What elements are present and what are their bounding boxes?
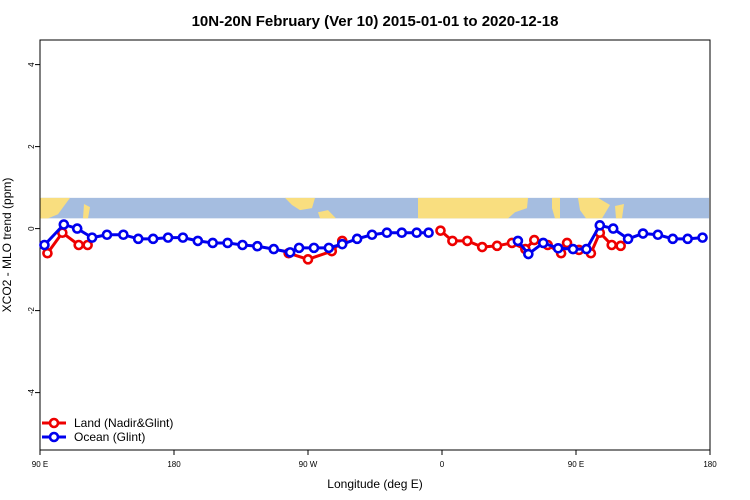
data-point	[491, 240, 503, 252]
data-point	[697, 232, 708, 243]
world-map-band	[40, 197, 709, 219]
data-point	[207, 237, 219, 249]
data-point	[42, 247, 53, 259]
y-tick-label: -2	[27, 306, 36, 314]
y-axis-label: XCO2 - MLO trend (ppm)	[0, 178, 14, 313]
legend-label-land: Land (Nadir&Glint)	[74, 416, 173, 430]
x-axis-label: Longitude (deg E)	[327, 477, 422, 491]
data-point	[652, 229, 664, 241]
data-point	[71, 223, 83, 234]
map-land	[285, 197, 315, 211]
series-ocean	[39, 219, 708, 260]
data-point	[162, 232, 174, 243]
map-land	[552, 197, 560, 219]
y-tick-label: 4	[27, 62, 36, 67]
map-land	[40, 197, 70, 219]
legend-label-ocean: Ocean (Glint)	[74, 430, 145, 444]
data-point	[366, 229, 378, 241]
data-point	[39, 239, 50, 251]
legend: Land (Nadir&Glint) Ocean (Glint)	[42, 416, 173, 444]
data-point	[462, 235, 473, 247]
data-point	[512, 235, 524, 247]
data-point	[293, 242, 305, 254]
data-point	[351, 233, 363, 245]
data-point	[594, 220, 606, 231]
y-tick-label: -4	[27, 388, 36, 396]
x-tick-label: 90 E	[32, 460, 48, 469]
legend-entry-land: Land (Nadir&Glint)	[42, 416, 173, 430]
data-point	[252, 240, 263, 252]
data-point	[637, 228, 649, 239]
legend-marker-ocean	[48, 431, 60, 443]
data-point	[447, 235, 458, 247]
map-land	[318, 210, 336, 219]
data-point	[607, 223, 619, 234]
data-point	[132, 233, 144, 245]
x-tick-label: 180	[703, 460, 717, 469]
data-point	[529, 234, 540, 246]
map-land	[578, 197, 610, 219]
data-point	[237, 239, 248, 251]
data-point	[622, 233, 634, 245]
data-point	[476, 241, 488, 253]
data-point	[567, 243, 579, 255]
y-axis: 4 2 0 -2 -4	[27, 62, 40, 396]
data-point	[615, 240, 626, 252]
data-point	[561, 237, 573, 249]
series-land	[42, 225, 626, 265]
data-point	[118, 229, 129, 241]
data-point	[423, 227, 434, 238]
data-point	[435, 225, 446, 236]
y-tick-label: 2	[27, 144, 36, 149]
data-point	[82, 239, 93, 251]
data-point	[381, 227, 393, 238]
data-point	[667, 233, 679, 245]
data-point	[58, 219, 70, 230]
data-point	[192, 235, 204, 247]
data-point	[302, 254, 314, 265]
map-ocean	[41, 197, 709, 219]
x-tick-label: 0	[440, 460, 445, 469]
map-land	[615, 204, 624, 219]
data-point	[552, 242, 564, 254]
data-point	[682, 233, 693, 245]
series-layer	[39, 219, 708, 265]
legend-entry-ocean: Ocean (Glint)	[42, 430, 145, 444]
x-tick-label: 180	[167, 460, 181, 469]
data-point	[323, 242, 335, 254]
data-point	[411, 227, 422, 238]
data-point	[523, 248, 534, 260]
x-axis: 90 E 180 90 W 0 90 E 180	[32, 450, 717, 469]
x-tick-label: 90 W	[299, 460, 318, 469]
data-point	[606, 239, 618, 251]
data-point	[308, 242, 320, 254]
map-land	[418, 197, 528, 219]
data-point	[147, 233, 159, 245]
legend-marker-land	[48, 417, 60, 429]
data-point	[336, 238, 348, 250]
data-point	[268, 243, 280, 255]
data-point	[177, 232, 189, 243]
data-point	[284, 247, 296, 258]
data-point	[396, 227, 408, 238]
data-point	[86, 232, 98, 243]
data-point	[101, 229, 113, 241]
data-point	[581, 243, 592, 255]
x-tick-label: 90 E	[568, 460, 584, 469]
data-point	[73, 239, 85, 251]
y-tick-label: 0	[27, 226, 36, 231]
data-point	[537, 237, 549, 249]
data-point	[222, 237, 233, 249]
map-land	[83, 204, 90, 219]
chart-title: 10N-20N February (Ver 10) 2015-01-01 to …	[192, 13, 559, 30]
